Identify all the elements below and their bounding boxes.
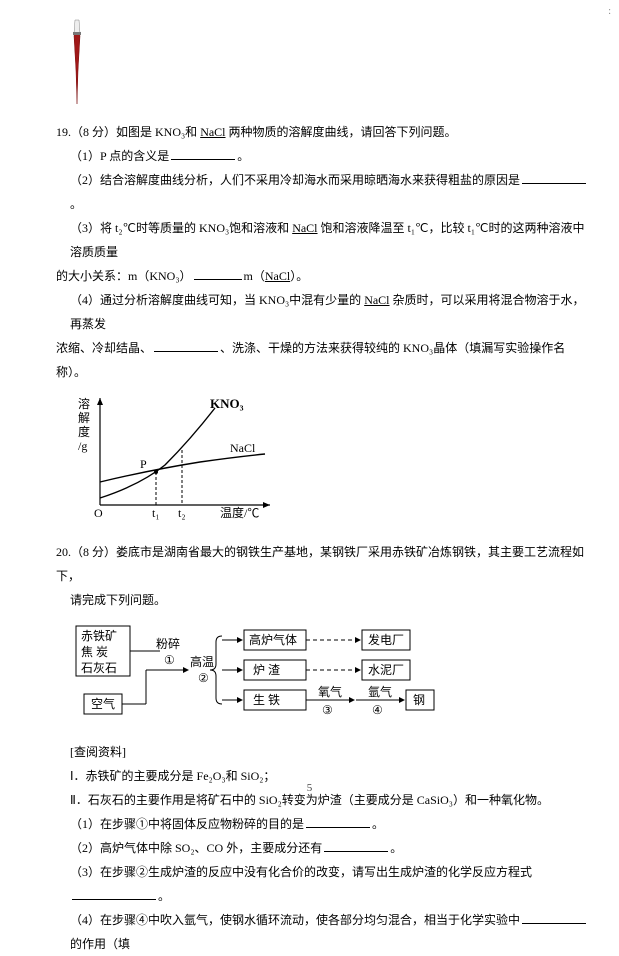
- process-flow-diagram: 赤铁矿 焦 炭 石灰石 空气 粉碎 ① 高温 ② 高炉气体 发电厂 炉 渣 水: [70, 618, 480, 728]
- q20-p1: （1）在步骤①中将固体反应物粉碎的目的是 。: [56, 812, 589, 836]
- chart-xlabel: 温度/℃: [220, 505, 259, 520]
- flow-in1b: 焦 炭: [81, 645, 108, 659]
- chart-point-p: P: [140, 457, 147, 471]
- flow-step1: 粉碎: [156, 636, 180, 651]
- q19-p3-line1: （3）将 t₂℃时等质量的 KNO₃饱和溶液和 NaCl 饱和溶液降温至 t₁℃…: [56, 216, 589, 264]
- chart-origin: O: [94, 506, 103, 520]
- chart-ylabel-3: 度: [78, 424, 90, 439]
- q19-p4-c: 浓缩、冷却结晶、: [56, 341, 152, 355]
- flow-out3: 生 铁: [253, 693, 280, 707]
- flow-circ4: ④: [372, 703, 383, 717]
- q20-p1-b: 。: [372, 817, 384, 831]
- blank: [72, 888, 156, 900]
- q19-header-u: NaCl: [200, 125, 225, 139]
- q20-p2-a: （2）高炉气体中除 SO₂、CO 外，主要成分还有: [70, 841, 322, 855]
- question-20: 20.（8 分）娄底市是湖南省最大的钢铁生产基地，某钢铁厂采用赤铁矿冶炼钢铁，其…: [56, 540, 589, 612]
- blank: [194, 268, 242, 280]
- q19-header-a: 19.（8 分）如图是 KNO₃和: [56, 125, 200, 139]
- q19-p3-d: m（: [244, 269, 265, 283]
- blank: [522, 172, 586, 184]
- blank: [154, 340, 218, 352]
- chart-label-nacl: NaCl: [230, 441, 256, 455]
- q19-p3-u: NaCl: [292, 221, 317, 235]
- q20-p2: （2）高炉气体中除 SO₂、CO 外，主要成分还有 。: [56, 836, 589, 860]
- q20-p2-b: 。: [390, 841, 402, 855]
- q19-header-tail: 两种物质的溶解度曲线，请回答下列问题。: [226, 125, 457, 139]
- q19-p4-u: NaCl: [364, 293, 389, 307]
- q19-p4-line2: 浓缩、冷却结晶、、洗涤、干燥的方法来获得较纯的 KNO₃晶体（填漏写实验操作名称…: [56, 336, 589, 384]
- q20-p1-a: （1）在步骤①中将固体反应物粉碎的目的是: [70, 817, 304, 831]
- q20-header: 20.（8 分）娄底市是湖南省最大的钢铁生产基地，某钢铁厂采用赤铁矿冶炼钢铁，其…: [56, 540, 589, 588]
- q19-p1: （1）P 点的含义是 。: [56, 144, 589, 168]
- q19-p3-d-u: NaCl: [265, 269, 290, 283]
- q20-p3-b: 。: [158, 889, 170, 903]
- q20-p3-a: （3）在步骤②生成炉渣的反应中没有化合价的改变，请写出生成炉渣的化学反应方程式: [70, 865, 532, 879]
- flow-gas1: 氧气: [318, 684, 342, 699]
- q19-p2: （2）结合溶解度曲线分析，人们不采用冷却海水而采用晾晒海水来获得粗盐的原因是。: [56, 168, 589, 216]
- q19-header: 19.（8 分）如图是 KNO₃和 NaCl 两种物质的溶解度曲线，请回答下列问…: [56, 120, 589, 144]
- blank: [522, 912, 586, 924]
- q19-p2-a: （2）结合溶解度曲线分析，人们不采用冷却海水而采用晾晒海水来获得粗盐的原因是: [70, 173, 520, 187]
- flow-circ2: ②: [198, 671, 209, 685]
- chart-ylabel-1: 溶: [78, 396, 90, 411]
- question-19: 19.（8 分）如图是 KNO₃和 NaCl 两种物质的溶解度曲线，请回答下列问…: [56, 120, 589, 384]
- flow-in1a: 赤铁矿: [81, 629, 117, 643]
- flow-in2: 空气: [91, 696, 115, 711]
- page-number: 5: [0, 782, 619, 794]
- blank: [306, 816, 370, 828]
- chart-t2: t₂: [178, 506, 186, 520]
- q19-p1-b: 。: [237, 149, 249, 163]
- chart-ylabel-4: /g: [78, 439, 87, 453]
- blank: [324, 840, 388, 852]
- flow-gas2: 氩气: [368, 684, 392, 699]
- flow-circ3: ③: [322, 703, 333, 717]
- q19-p2-b: 。: [70, 197, 82, 211]
- q19-p3-e: ）。: [290, 269, 308, 283]
- flow-out2: 炉 渣: [253, 663, 280, 677]
- chart-label-kno3: KNO₃: [210, 396, 244, 411]
- q19-p4-a: （4）通过分析溶解度曲线可知，当 KNO₃中混有少量的: [70, 293, 364, 307]
- flow-out1: 高炉气体: [249, 632, 297, 647]
- solubility-chart: 溶 解 度 /g KNO₃ NaCl P O t₁ t₂ 温度/℃: [70, 390, 280, 520]
- q20-header2: 请完成下列问题。: [56, 588, 589, 612]
- decorative-dagger-image: [64, 16, 90, 106]
- q20-p4-b: 的作用（填: [70, 937, 130, 951]
- chart-t1: t₁: [152, 506, 160, 520]
- q20-p3: （3）在步骤②生成炉渣的反应中没有化合价的改变，请写出生成炉渣的化学反应方程式。: [56, 860, 589, 908]
- blank: [171, 148, 235, 160]
- chart-ylabel-2: 解: [78, 411, 90, 425]
- q20-p4-a: （4）在步骤④中吹入氩气，使钢水循环流动，使各部分均匀混合，相当于化学实验中: [70, 913, 520, 927]
- q19-p3-c: 的大小关系：m（KNO₃）: [56, 269, 192, 283]
- q20-info-label: [查阅资料]: [56, 740, 589, 764]
- flow-dest3: 钢: [413, 693, 425, 707]
- flow-in1c: 石灰石: [81, 661, 117, 675]
- flow-dest2: 水泥厂: [368, 663, 404, 677]
- q20-p4: （4）在步骤④中吹入氩气，使钢水循环流动，使各部分均匀混合，相当于化学实验中的作…: [56, 908, 589, 956]
- flow-dest1: 发电厂: [368, 632, 404, 647]
- page-edge-marker: :: [608, 6, 611, 17]
- q19-p3-line2: 的大小关系：m（KNO₃） m（NaCl）。: [56, 264, 589, 288]
- flow-step2: 高温: [190, 654, 214, 669]
- flow-circ1: ①: [164, 653, 175, 667]
- q19-p3-a: （3）将 t₂℃时等质量的 KNO₃饱和溶液和: [70, 221, 292, 235]
- q19-p1-a: （1）P 点的含义是: [70, 149, 169, 163]
- q19-p4-line1: （4）通过分析溶解度曲线可知，当 KNO₃中混有少量的 NaCl 杂质时，可以采…: [56, 288, 589, 336]
